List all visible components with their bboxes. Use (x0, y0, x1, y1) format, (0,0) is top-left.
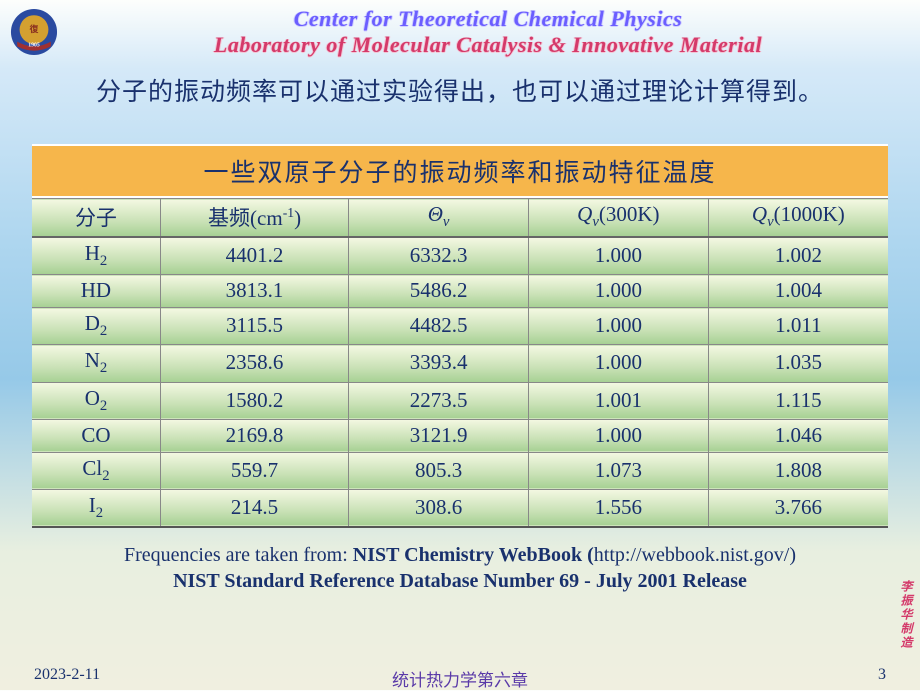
cell-molecule: D2 (32, 308, 160, 345)
table-row: Cl2559.7805.31.0731.808 (32, 452, 888, 489)
footer-chapter: 统计热力学第六章 (0, 666, 920, 691)
cell-theta: 2273.5 (349, 382, 529, 419)
svg-text:1905: 1905 (28, 42, 40, 48)
cell-q300: 1.001 (528, 382, 708, 419)
cell-molecule: O2 (32, 382, 160, 419)
table-row: I2214.5308.61.5563.766 (32, 489, 888, 527)
cell-q1000: 1.808 (708, 452, 888, 489)
center-title: Center for Theoretical Chemical Physics (66, 6, 910, 32)
cell-freq: 4401.2 (160, 237, 348, 275)
cell-q1000: 1.046 (708, 419, 888, 452)
footer: 2023-2-11 统计热力学第六章 3 (0, 666, 920, 684)
table-row: H24401.26332.31.0001.002 (32, 237, 888, 275)
cell-q1000: 1.004 (708, 275, 888, 308)
table-header-row: 分子 基频(cm-1) Θv Qv(300K) Qv(1000K) (32, 199, 888, 238)
col-frequency: 基频(cm-1) (160, 199, 348, 238)
cell-q300: 1.556 (528, 489, 708, 527)
cell-theta: 6332.3 (349, 237, 529, 275)
cell-theta: 308.6 (349, 489, 529, 527)
cell-molecule: N2 (32, 345, 160, 382)
source-citation: Frequencies are taken from: NIST Chemist… (30, 542, 890, 594)
svg-text:復: 復 (29, 23, 39, 34)
cell-freq: 3115.5 (160, 308, 348, 345)
table-caption: 一些双原子分子的振动频率和振动特征温度 (32, 144, 888, 198)
cell-theta: 3121.9 (349, 419, 529, 452)
cell-freq: 2358.6 (160, 345, 348, 382)
cell-freq: 3813.1 (160, 275, 348, 308)
cell-q300: 1.073 (528, 452, 708, 489)
cell-molecule: Cl2 (32, 452, 160, 489)
table-row: HD3813.15486.21.0001.004 (32, 275, 888, 308)
cell-theta: 805.3 (349, 452, 529, 489)
table-row: N22358.63393.41.0001.035 (32, 345, 888, 382)
col-theta: Θv (349, 199, 529, 238)
cell-q300: 1.000 (528, 237, 708, 275)
cell-theta: 4482.5 (349, 308, 529, 345)
author-mark: 李振华制造 (898, 580, 915, 650)
cell-q1000: 3.766 (708, 489, 888, 527)
cell-theta: 3393.4 (349, 345, 529, 382)
cell-theta: 5486.2 (349, 275, 529, 308)
cell-molecule: CO (32, 419, 160, 452)
data-table-wrap: 一些双原子分子的振动频率和振动特征温度 分子 基频(cm-1) Θv Qv(30… (32, 144, 888, 528)
cell-q1000: 1.115 (708, 382, 888, 419)
col-q1000: Qv(1000K) (708, 199, 888, 238)
col-q300: Qv(300K) (528, 199, 708, 238)
cell-molecule: I2 (32, 489, 160, 527)
cell-freq: 214.5 (160, 489, 348, 527)
cell-q300: 1.000 (528, 345, 708, 382)
cell-q1000: 1.002 (708, 237, 888, 275)
university-logo: 1905 復 (10, 8, 58, 56)
cell-freq: 2169.8 (160, 419, 348, 452)
cell-freq: 559.7 (160, 452, 348, 489)
table-row: D23115.54482.51.0001.011 (32, 308, 888, 345)
data-table: 分子 基频(cm-1) Θv Qv(300K) Qv(1000K) H24401… (32, 198, 888, 528)
cell-molecule: H2 (32, 237, 160, 275)
lab-title: Laboratory of Molecular Catalysis & Inno… (66, 32, 910, 58)
cell-q1000: 1.011 (708, 308, 888, 345)
cell-q1000: 1.035 (708, 345, 888, 382)
cell-molecule: HD (32, 275, 160, 308)
col-molecule: 分子 (32, 199, 160, 238)
cell-q300: 1.000 (528, 275, 708, 308)
cell-q300: 1.000 (528, 308, 708, 345)
table-row: O21580.22273.51.0011.115 (32, 382, 888, 419)
header: 1905 復 Center for Theoretical Chemical P… (0, 0, 920, 60)
header-titles: Center for Theoretical Chemical Physics … (66, 6, 910, 58)
cell-q300: 1.000 (528, 419, 708, 452)
intro-text: 分子的振动频率可以通过实验得出，也可以通过理论计算得到。 (0, 60, 920, 116)
cell-freq: 1580.2 (160, 382, 348, 419)
table-row: CO2169.83121.91.0001.046 (32, 419, 888, 452)
